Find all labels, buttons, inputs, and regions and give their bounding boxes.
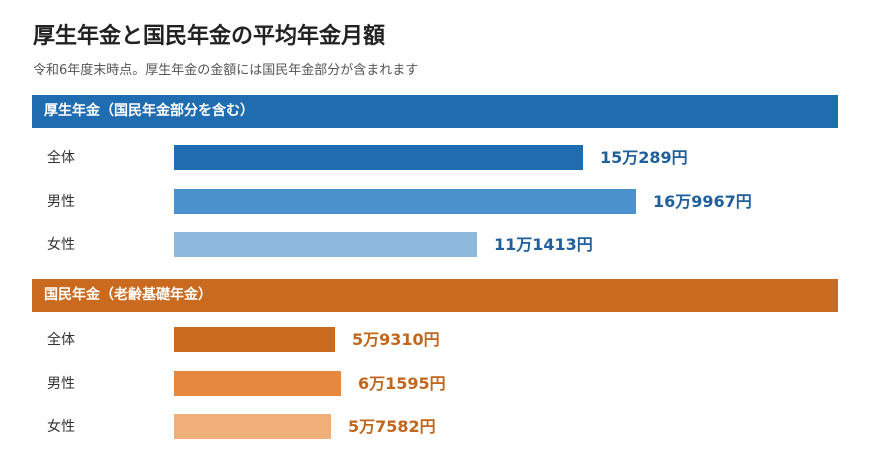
value-label: 11万1413円 — [494, 235, 593, 254]
chart-subtitle: 令和6年度末時点。厚生年金の金額には国民年金部分が含まれます — [33, 63, 419, 78]
bar — [174, 371, 341, 396]
bar — [174, 145, 583, 170]
bar — [174, 189, 636, 214]
value-label: 16万9967円 — [653, 192, 752, 211]
section-header-1: 厚生年金（国民年金部分を含む） — [32, 95, 838, 128]
section-header-2: 国民年金（老齢基礎年金） — [32, 279, 838, 312]
value-label: 6万1595円 — [358, 374, 446, 393]
value-label: 15万289円 — [600, 148, 688, 167]
category-label: 全体 — [47, 150, 75, 166]
bar — [174, 232, 477, 257]
category-label: 男性 — [47, 194, 75, 210]
category-label: 女性 — [47, 237, 75, 253]
category-label: 男性 — [47, 376, 75, 392]
bar — [174, 414, 331, 439]
category-label: 全体 — [47, 332, 75, 348]
bar — [174, 327, 335, 352]
chart-title: 厚生年金と国民年金の平均年金月額 — [33, 24, 386, 49]
category-label: 女性 — [47, 419, 75, 435]
value-label: 5万7582円 — [348, 417, 436, 436]
value-label: 5万9310円 — [352, 330, 440, 349]
